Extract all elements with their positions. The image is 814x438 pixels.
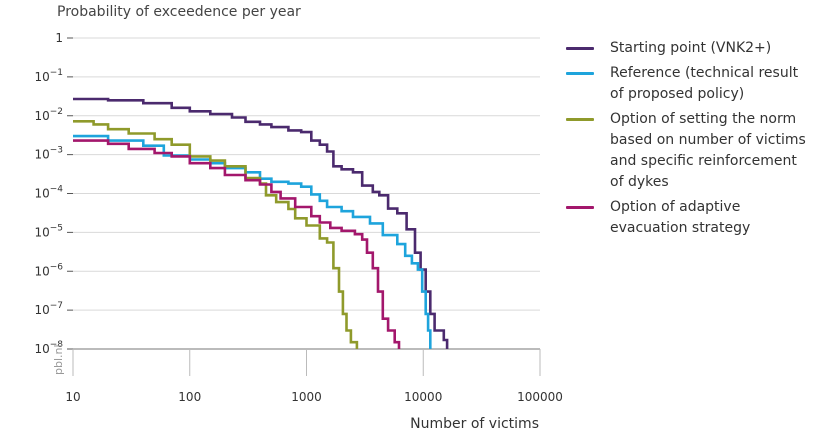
series-line-1 — [73, 134, 432, 349]
gridlines — [73, 37, 540, 311]
y-tick-label: 10−7 — [34, 301, 63, 317]
legend-item-starting-point: Starting point (VNK2+) — [566, 38, 814, 59]
y-tick-labels: 1 10−1 10−2 10−3 10−4 10−5 10−6 10−7 10−8 — [34, 31, 63, 356]
series-line-0 — [73, 97, 449, 349]
source-credit: pbl.nl — [52, 344, 65, 375]
legend-item-norm-option: Option of setting the norm based on numb… — [566, 109, 814, 193]
legend-label: Reference (technical result of proposed … — [610, 65, 799, 102]
y-tick-label: 10−8 — [34, 340, 63, 356]
x-tick-label: 100000 — [517, 390, 563, 404]
legend-swatch — [566, 72, 594, 75]
y-tick-label: 10−3 — [34, 146, 63, 162]
y-tick-label: 10−6 — [34, 262, 63, 278]
y-axis-title: Probability of exceedence per year — [57, 4, 301, 20]
legend-swatch — [566, 206, 594, 209]
x-tick-label: 100 — [178, 390, 201, 404]
y-tick-label: 10−5 — [34, 223, 63, 239]
legend-item-evacuation-option: Option of adaptive evacuation strategy — [566, 197, 814, 239]
y-tick-label: 10−4 — [34, 185, 63, 201]
legend-swatch — [566, 118, 594, 121]
y-tick-label: 1 — [55, 31, 63, 45]
axes — [67, 37, 541, 376]
series-line-3 — [73, 139, 401, 349]
legend-item-reference: Reference (technical result of proposed … — [566, 63, 814, 105]
legend-label: Option of adaptive evacuation strategy — [610, 199, 751, 236]
x-tick-label: 10000 — [404, 390, 442, 404]
series-lines — [73, 97, 449, 349]
legend: Starting point (VNK2+) Reference (techni… — [566, 38, 814, 243]
x-axis-title: Number of victims — [410, 416, 539, 432]
legend-swatch — [566, 47, 594, 50]
x-tick-label: 10 — [65, 390, 80, 404]
y-tick-label: 10−2 — [34, 107, 63, 123]
x-tick-labels: 10 100 1000 10000 100000 — [65, 390, 563, 404]
legend-label: Starting point (VNK2+) — [610, 40, 772, 56]
y-tick-label: 10−1 — [34, 68, 63, 84]
series-line-2 — [73, 120, 359, 349]
x-tick-label: 1000 — [291, 390, 322, 404]
legend-label: Option of setting the norm based on numb… — [610, 111, 806, 190]
